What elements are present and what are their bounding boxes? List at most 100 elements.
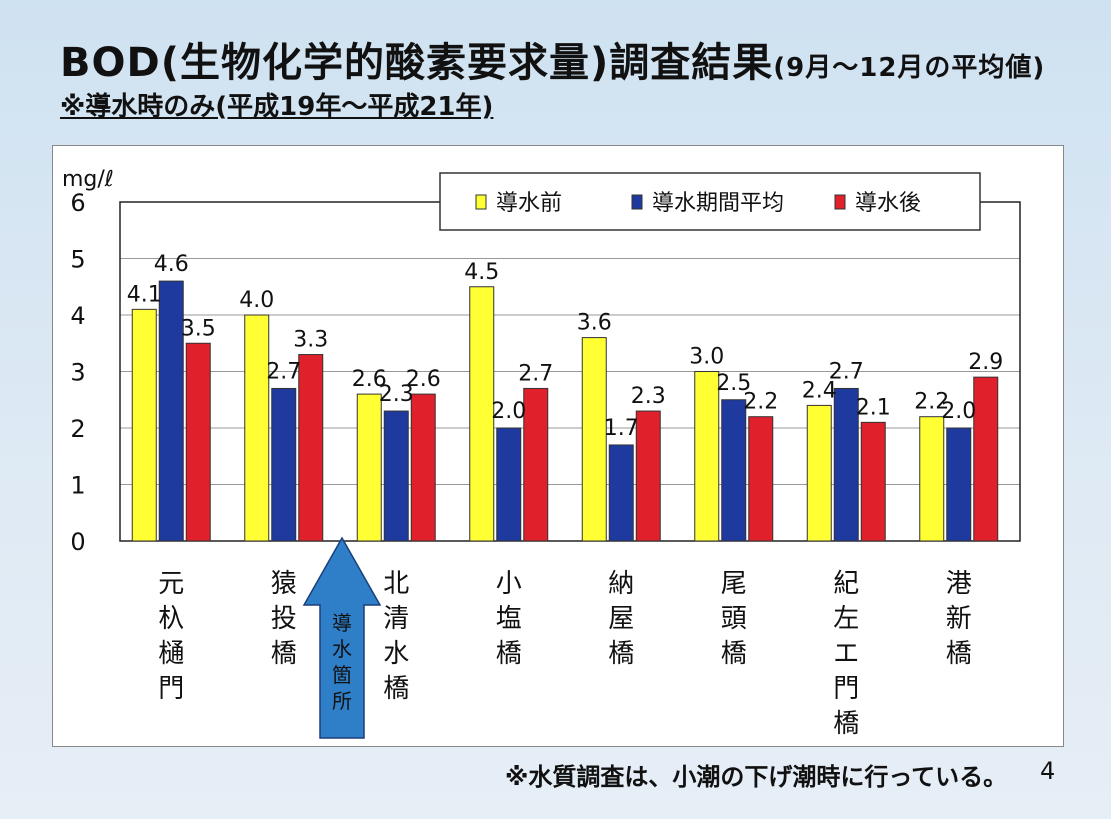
y-tick-label: 5 bbox=[70, 246, 85, 274]
data-label: 3.3 bbox=[293, 328, 328, 353]
category-label: 橋 bbox=[496, 639, 522, 669]
data-label: 2.3 bbox=[379, 382, 414, 407]
y-tick-label: 0 bbox=[70, 528, 85, 556]
category-label: 紀 bbox=[833, 569, 859, 599]
bar bbox=[298, 354, 324, 542]
data-label: 3.5 bbox=[181, 316, 216, 341]
title-main-text: BOD(生物化学的酸素要求量)調査結果 bbox=[60, 40, 774, 86]
data-label: 2.7 bbox=[266, 359, 301, 384]
data-label: 4.0 bbox=[239, 288, 274, 313]
bar bbox=[356, 393, 382, 542]
arrow-label-char: 箇 bbox=[332, 663, 352, 687]
data-label: 1.7 bbox=[604, 416, 639, 441]
legend-box bbox=[439, 172, 981, 231]
bar bbox=[469, 286, 495, 542]
category-label: 北 bbox=[383, 569, 409, 599]
data-label: 2.3 bbox=[631, 384, 666, 409]
bar bbox=[946, 427, 972, 542]
category-label: 塩 bbox=[496, 604, 522, 634]
category-label: 納 bbox=[608, 569, 634, 599]
category-label: 樋 bbox=[158, 639, 184, 669]
y-tick-label: 4 bbox=[70, 302, 85, 330]
bar bbox=[185, 342, 211, 542]
bar bbox=[131, 308, 157, 542]
bar bbox=[496, 427, 522, 542]
category-label: 新 bbox=[946, 604, 972, 634]
data-label: 3.0 bbox=[689, 345, 724, 370]
data-label: 2.0 bbox=[941, 399, 976, 424]
data-label: 2.7 bbox=[829, 359, 864, 384]
data-label: 4.1 bbox=[127, 282, 162, 307]
legend-swatch bbox=[631, 194, 643, 210]
data-label: 2.4 bbox=[802, 378, 837, 403]
category-label: 橋 bbox=[946, 639, 972, 669]
bar bbox=[410, 393, 436, 542]
bar bbox=[721, 399, 747, 542]
bar bbox=[523, 387, 549, 542]
category-label: 門 bbox=[158, 674, 184, 704]
bar bbox=[608, 444, 634, 542]
data-label: 4.6 bbox=[154, 252, 189, 277]
bar bbox=[158, 280, 184, 542]
legend-label: 導水前 bbox=[496, 191, 562, 216]
arrow-shape bbox=[302, 536, 382, 739]
data-labels: 4.14.63.54.02.73.32.62.32.64.52.02.73.61… bbox=[127, 252, 1004, 441]
category-label: 投 bbox=[271, 604, 297, 634]
legend-swatch bbox=[834, 194, 846, 210]
data-label: 2.1 bbox=[856, 395, 891, 420]
category-label: 橋 bbox=[383, 674, 409, 704]
category-label: 橋 bbox=[833, 709, 859, 739]
category-label: 屋 bbox=[608, 604, 634, 634]
data-label: 2.6 bbox=[352, 367, 387, 392]
page-subtitle: ※導水時のみ(平成19年～平成21年) bbox=[60, 92, 494, 122]
bar-series bbox=[131, 280, 999, 542]
data-label: 2.2 bbox=[914, 390, 949, 415]
bar bbox=[383, 410, 409, 542]
y-axis-ticks: 0 1 2 3 4 5 6 bbox=[70, 189, 85, 556]
data-label: 2.2 bbox=[743, 390, 778, 415]
legend: 導水前 導水期間平均 導水後 bbox=[439, 172, 981, 231]
category-label: 小 bbox=[496, 569, 522, 599]
category-label: エ bbox=[833, 639, 859, 669]
category-label: 猿 bbox=[271, 569, 297, 599]
bar bbox=[973, 376, 999, 542]
bar bbox=[581, 337, 607, 542]
category-label: 清 bbox=[383, 604, 409, 634]
data-label: 2.6 bbox=[406, 367, 441, 392]
y-tick-label: 2 bbox=[70, 415, 85, 443]
legend-swatch bbox=[475, 194, 487, 210]
bar bbox=[860, 421, 886, 542]
legend-label: 導水後 bbox=[855, 191, 921, 216]
chart-panel bbox=[52, 145, 1064, 747]
arrow-label-char: 水 bbox=[332, 637, 352, 661]
page-number: 4 bbox=[1040, 757, 1056, 785]
category-label: 頭 bbox=[721, 604, 747, 634]
bar bbox=[748, 416, 774, 542]
data-label: 2.9 bbox=[968, 350, 1003, 375]
title-suffix: (9月～12月の平均値) bbox=[773, 53, 1046, 83]
data-label: 4.5 bbox=[464, 260, 499, 285]
page-title: BOD(生物化学的酸素要求量)調査結果(9月～12月の平均値) bbox=[60, 30, 1045, 88]
category-label: 橋 bbox=[271, 639, 297, 669]
category-label: 港 bbox=[946, 569, 972, 599]
bar bbox=[833, 387, 859, 542]
category-label: 門 bbox=[833, 674, 859, 704]
y-tick-label: 1 bbox=[70, 472, 85, 500]
arrow-label-char: 導 bbox=[332, 611, 352, 635]
bar bbox=[271, 387, 297, 542]
category-label: 元 bbox=[158, 569, 184, 599]
bar bbox=[635, 410, 661, 542]
arrow-label-char: 所 bbox=[332, 689, 352, 713]
category-label: 橋 bbox=[608, 639, 634, 669]
category-label: 左 bbox=[833, 604, 859, 634]
category-label: 橋 bbox=[721, 639, 747, 669]
data-label: 2.7 bbox=[518, 361, 553, 386]
bar bbox=[806, 404, 832, 542]
bar bbox=[244, 314, 270, 542]
category-label: 杁 bbox=[158, 604, 184, 634]
data-label: 2.5 bbox=[716, 371, 751, 396]
category-label: 尾 bbox=[721, 569, 747, 599]
data-label: 2.0 bbox=[491, 399, 526, 424]
